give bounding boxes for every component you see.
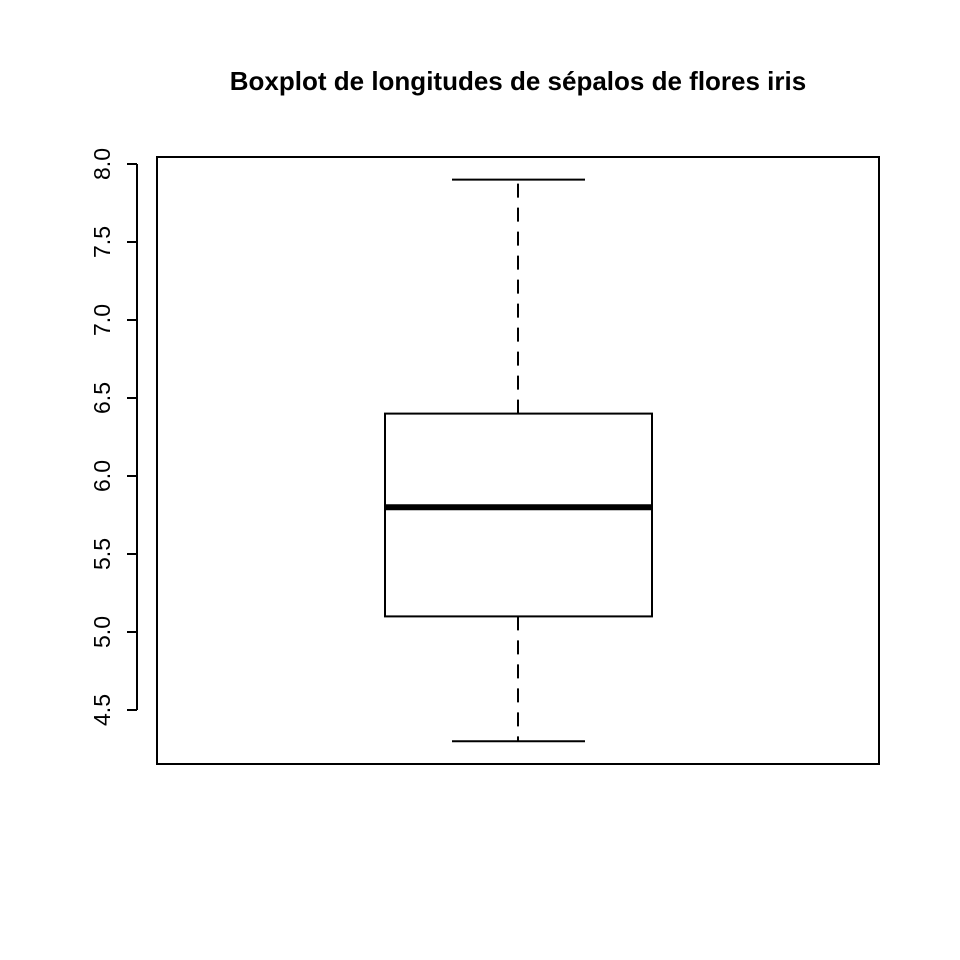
y-tick-label: 7.0 — [89, 304, 115, 336]
y-tick-label: 6.5 — [89, 382, 115, 414]
y-tick-label: 5.5 — [89, 538, 115, 570]
y-tick-label: 8.0 — [89, 148, 115, 180]
y-tick-label: 4.5 — [89, 694, 115, 726]
y-tick-label: 7.5 — [89, 226, 115, 258]
boxplot-group — [384, 178, 653, 743]
plot-frame — [156, 156, 880, 765]
y-tick-label: 5.0 — [89, 616, 115, 648]
y-tick-label: 6.0 — [89, 460, 115, 492]
iqr-box — [384, 412, 653, 618]
y-axis: 4.5 5.0 5.5 6.0 6.5 7.0 7.5 8.0 — [89, 148, 138, 726]
chart-title: Boxplot de longitudes de sépalos de flor… — [230, 66, 806, 96]
